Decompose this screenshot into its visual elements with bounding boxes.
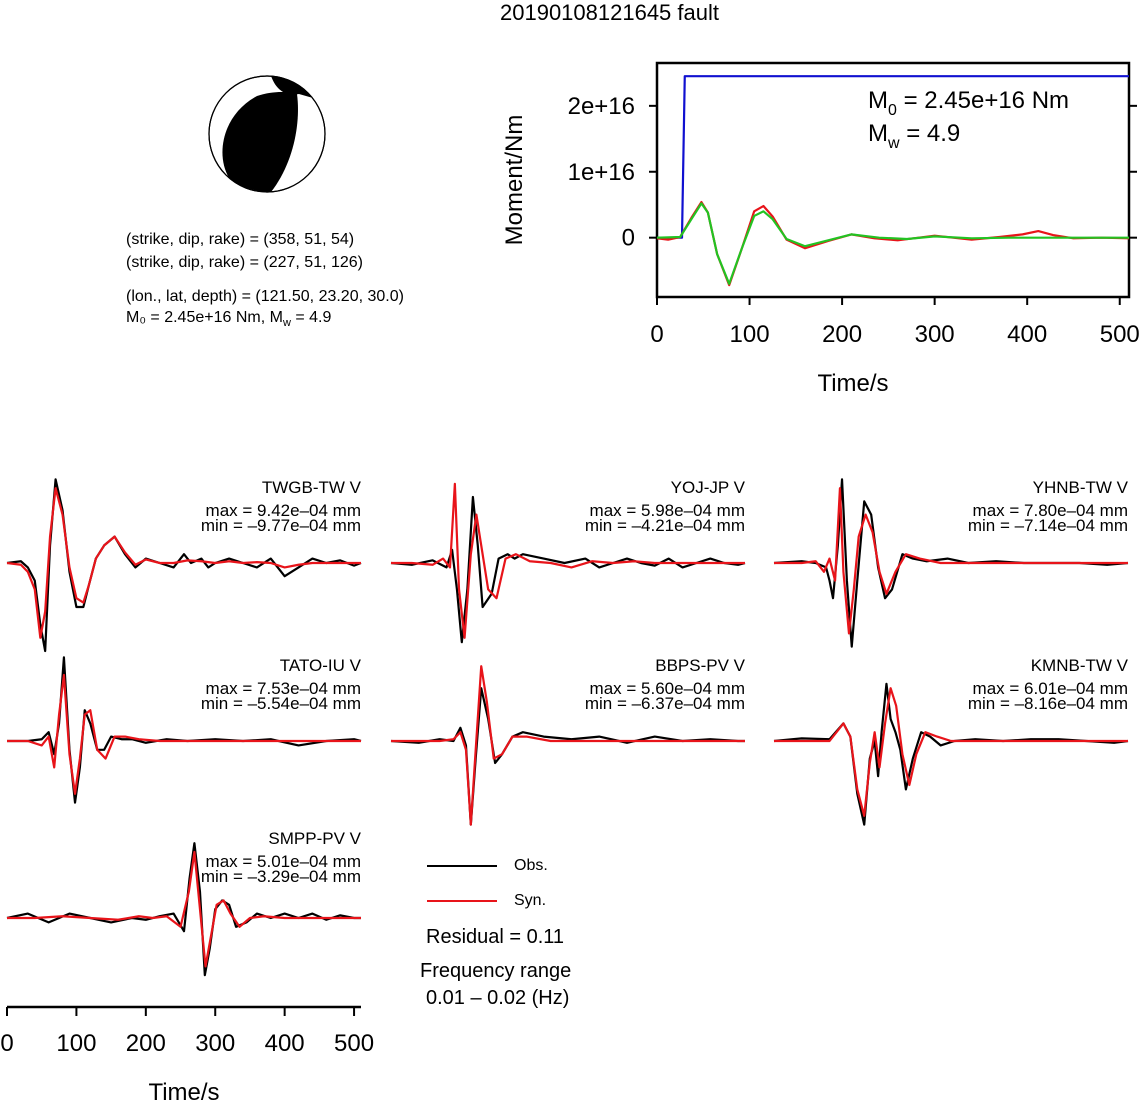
waveform-x-tick-label: 200 [126, 1030, 166, 1057]
station-label: KMNB-TW V [1031, 656, 1129, 675]
mechanism-mw-label: M [269, 309, 283, 326]
synthetic-trace [774, 687, 1128, 817]
moment-m0-annotation: M0 = 2.45e+16 Nm [868, 87, 1069, 119]
max-amplitude-label: max = 7.53e–04 mm [206, 679, 361, 698]
waveform-x-tick-label: 500 [334, 1030, 374, 1057]
station-label: YOJ-JP V [671, 478, 746, 497]
mechanism-mw-sub: w [282, 317, 291, 330]
mechanism-line-3: (lon., lat, depth) = (121.50, 23.20, 30.… [126, 288, 404, 305]
mechanism-line-2: (strike, dip, rake) = (227, 51, 126) [126, 254, 363, 271]
waveform-x-tick-label: 300 [195, 1030, 235, 1057]
moment-series-2 [656, 202, 1129, 285]
min-amplitude-label: min = –6.37e–04 mm [585, 694, 745, 713]
legend-obs-label: Obs. [514, 857, 548, 874]
station-label: BBPS-PV V [655, 656, 745, 675]
waveform-x-tick-label: 0 [0, 1030, 13, 1057]
max-amplitude-label: max = 6.01e–04 mm [973, 679, 1128, 698]
min-amplitude-label: min = –4.21e–04 mm [585, 516, 745, 535]
residual-text: Residual = 0.11 [426, 926, 565, 948]
min-amplitude-label: min = –8.16e–04 mm [968, 694, 1128, 713]
max-amplitude-label: max = 9.42e–04 mm [206, 501, 361, 520]
moment-x-tick-label: 300 [915, 321, 955, 348]
page-title: 20190108121645 fault [500, 0, 719, 25]
moment-y-tick-label: 2e+16 [568, 93, 635, 120]
mechanism-m0: M₀ = 2.45e+16 Nm, [126, 309, 270, 326]
frequency-title: Frequency range [420, 960, 572, 982]
mechanism-line-1: (strike, dip, rake) = (358, 51, 54) [126, 231, 355, 248]
moment-y-tick-label: 0 [622, 225, 635, 252]
min-amplitude-label: min = –3.29e–04 mm [201, 867, 361, 886]
moment-x-tick-label: 100 [730, 321, 770, 348]
waveform-x-tick-label: 400 [265, 1030, 305, 1057]
moment-x-tick-label: 200 [822, 321, 862, 348]
frequency-value: 0.01 – 0.02 (Hz) [426, 987, 570, 1009]
station-label: SMPP-PV V [268, 829, 361, 848]
station-label: TATO-IU V [280, 656, 362, 675]
moment-y-tick-label: 1e+16 [568, 159, 635, 186]
min-amplitude-label: min = –9.77e–04 mm [201, 516, 361, 535]
synthetic-trace [774, 487, 1128, 635]
synthetic-trace [7, 850, 361, 968]
synthetic-trace [391, 482, 745, 639]
waveform-x-tick-label: 100 [56, 1030, 96, 1057]
observed-trace [390, 495, 746, 644]
moment-mw-annotation: Mw = 4.9 [868, 120, 960, 152]
legend-syn-label: Syn. [514, 892, 547, 909]
mechanism-line-4: M₀ = 2.45e+16 Nm, Mw = 4.9 [126, 310, 331, 329]
min-amplitude-label: min = –7.14e–04 mm [968, 516, 1128, 535]
moment-x-tick-label: 500 [1100, 321, 1140, 348]
max-amplitude-label: max = 5.60e–04 mm [590, 679, 745, 698]
max-amplitude-label: max = 5.01e–04 mm [206, 852, 361, 871]
max-amplitude-label: max = 5.98e–04 mm [590, 501, 745, 520]
moment-y-axis-label: Moment/Nm [501, 115, 528, 246]
moment-x-tick-label: 0 [650, 321, 663, 348]
moment-plot-frame [655, 61, 1131, 299]
synthetic-trace [7, 673, 361, 795]
max-amplitude-label: max = 7.80e–04 mm [973, 501, 1128, 520]
synthetic-trace [391, 665, 745, 826]
min-amplitude-label: min = –5.54e–04 mm [201, 694, 361, 713]
moment-chart: 0 100 200 300 400 500 0 1e+16 2e+16 Time/s Moment/… [501, 61, 1140, 397]
station-label: TWGB-TW V [262, 478, 362, 497]
synthetic-trace [6, 487, 361, 639]
waveform-x-axis-label: Time/s [148, 1079, 219, 1104]
station-label: YHNB-TW V [1033, 478, 1129, 497]
mechanism-mw-value: = 4.9 [290, 309, 332, 326]
moment-x-axis-label: Time/s [817, 370, 888, 397]
moment-x-tick-label: 400 [1007, 321, 1047, 348]
